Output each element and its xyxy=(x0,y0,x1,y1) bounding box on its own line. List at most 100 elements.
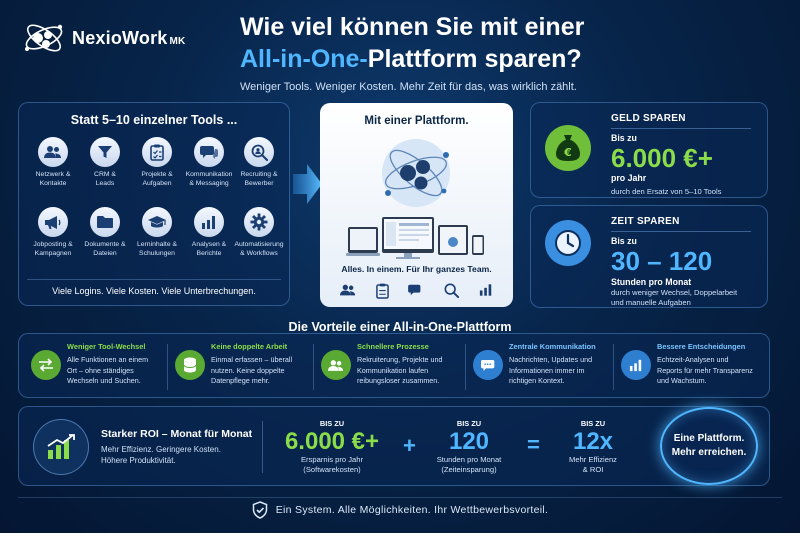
platform-network-icon xyxy=(382,139,450,207)
growth-chart-icon xyxy=(33,419,89,475)
atom-logo-icon xyxy=(25,24,63,52)
roi-panel: Starker ROI – Monat für Monat Mehr Effiz… xyxy=(18,406,770,486)
benefit-text: Einmal erfassen – überall nutzen. Keine … xyxy=(211,355,293,385)
stat-prefix: BIS ZU xyxy=(456,419,482,428)
search-person-icon xyxy=(244,137,274,167)
bar-chart-icon xyxy=(479,284,492,296)
stat-value: 120 xyxy=(448,428,490,455)
bar-chart-icon xyxy=(194,207,224,237)
stat-prefix: BIS ZU xyxy=(580,419,606,428)
folder-icon xyxy=(90,207,120,237)
tool-label: Projekte & Aufgaben xyxy=(141,171,173,187)
benefit-text: Echtzeit-Analysen und Reports für mehr T… xyxy=(657,355,753,385)
time-unit: Stunden pro Monat xyxy=(611,277,692,287)
tool-communication: Kommunikation & Messaging xyxy=(181,137,237,188)
headline-line-2: All-in-One-Plattform sparen? xyxy=(240,45,582,73)
benefits-title: Die Vorteile einer All-in-One-Plattform xyxy=(288,320,512,334)
money-note: durch den Ersatz von 5–10 Tools xyxy=(611,187,722,196)
benefit-text: Nachrichten, Updates und Informationen i… xyxy=(509,355,593,385)
money-value: 6.000 €+ xyxy=(611,143,713,173)
benefit-item: Zentrale Kommunikation Nachrichten, Upda… xyxy=(473,340,613,394)
footer-text: Ein System. Alle Möglichkeiten. Ihr Wett… xyxy=(275,504,549,516)
benefit-title: Schnellere Prozesse xyxy=(357,342,429,351)
roi-stat-efficiency: BIS ZU 12x Mehr Effizienz & ROI xyxy=(551,419,635,475)
tool-label: Recruiting & Bewerber xyxy=(240,171,278,187)
platform-title: Mit einer Plattform. xyxy=(364,115,469,127)
platform-card: Mit einer Plattform. Alles. In einem. Fü… xyxy=(320,103,513,307)
time-heading: ZEIT SPAREN xyxy=(611,216,680,227)
equals-sign: = xyxy=(527,432,540,457)
benefits-panel: Weniger Tool-Wechsel Alle Funktionen an … xyxy=(18,333,770,398)
devices-illustration xyxy=(346,217,484,259)
funnel-icon xyxy=(90,137,120,167)
clipboard-icon xyxy=(142,137,172,167)
money-unit: pro Jahr xyxy=(611,173,647,183)
arrow-right-icon xyxy=(293,164,322,204)
tool-projects: Projekte & Aufgaben xyxy=(129,137,185,188)
megaphone-icon xyxy=(38,207,68,237)
chat-icon xyxy=(473,350,503,380)
tool-crm: CRM & Leads xyxy=(77,137,133,188)
footer: Ein System. Alle Möglichkeiten. Ihr Wett… xyxy=(0,495,800,525)
benefit-item: Keine doppelte Arbeit Einmal erfassen – … xyxy=(175,340,315,394)
headline-line-1: Wie viel können Sie mit einer xyxy=(240,13,585,41)
tool-recruiting: Recruiting & Bewerber xyxy=(231,137,287,188)
tool-analytics: Analysen & Berichte xyxy=(181,207,237,258)
plus-sign: + xyxy=(403,433,416,458)
chat-icon xyxy=(408,284,421,296)
database-icon xyxy=(175,350,205,380)
benefit-title: Zentrale Kommunikation xyxy=(509,342,596,351)
clipboard-icon xyxy=(375,283,389,299)
time-note: durch weniger Wechsel, Doppelarbeit und … xyxy=(611,288,738,307)
search-icon xyxy=(444,283,460,298)
time-savings-panel: ZEIT SPAREN Bis zu 30 – 120 Stunden pro … xyxy=(530,205,768,308)
platform-badge: Eine Plattform. Mehr erreichen. xyxy=(660,407,758,485)
chat-icon xyxy=(194,137,224,167)
headline-subtitle: Weniger Tools. Weniger Kosten. Mehr Zeit… xyxy=(240,81,577,93)
benefit-title: Bessere Entscheidungen xyxy=(657,342,746,351)
time-value: 30 – 120 xyxy=(611,246,713,276)
shield-check-icon xyxy=(252,501,267,519)
tool-label: Automatisierung & Workflows xyxy=(234,241,284,257)
benefit-text: Alle Funktionen an einem Ort – ohne stän… xyxy=(67,355,149,385)
tool-network: Netzwerk & Kontakte xyxy=(25,137,81,188)
roi-stat-time: BIS ZU 120 Stunden pro Monat (Zeiteinspa… xyxy=(423,419,515,475)
swap-arrows-icon xyxy=(31,350,61,380)
tool-label: Jobposting & Kampagnen xyxy=(33,241,73,257)
users-icon xyxy=(321,350,351,380)
gear-icon xyxy=(244,207,274,237)
stat-caption: Ersparnis pro Jahr (Softwarekosten) xyxy=(300,455,364,474)
platform-icon-row xyxy=(330,283,503,299)
stat-caption: Mehr Effizienz & ROI xyxy=(569,455,617,474)
brand-logo: NexioWork MK xyxy=(22,16,212,60)
roi-title: Starker ROI – Monat für Monat xyxy=(101,428,253,440)
tools-panel: Statt 5–10 einzelner Tools ... Netzwerk … xyxy=(18,102,290,306)
platform-tagline: Alles. In einem. Für Ihr ganzes Team. xyxy=(341,264,492,274)
benefit-title: Weniger Tool-Wechsel xyxy=(67,342,146,351)
graduation-cap-icon xyxy=(142,207,172,237)
time-prefix: Bis zu xyxy=(611,236,637,246)
roi-description: Mehr Effizienz. Geringere Kosten. Höhere… xyxy=(101,445,221,465)
users-icon xyxy=(339,284,356,296)
tool-label: Netzwerk & Kontakte xyxy=(35,171,71,187)
tool-label: CRM & Leads xyxy=(94,171,116,187)
money-heading: GELD SPAREN xyxy=(611,113,686,124)
stat-value: 12x xyxy=(572,428,614,455)
stat-prefix: BIS ZU xyxy=(319,419,345,428)
tool-label: Lerninhalte & Schulungen xyxy=(136,241,178,257)
roi-stat-money: BIS ZU 6.000 €+ Ersparnis pro Jahr (Soft… xyxy=(281,419,383,475)
money-prefix: Bis zu xyxy=(611,133,637,143)
money-bag-icon: € xyxy=(545,125,591,171)
users-icon xyxy=(38,137,68,167)
tool-jobposting: Jobposting & Kampagnen xyxy=(25,207,81,258)
tool-automation: Automatisierung & Workflows xyxy=(231,207,287,258)
money-savings-panel: € GELD SPAREN Bis zu 6.000 €+ pro Jahr d… xyxy=(530,102,768,198)
benefit-text: Rekruiterung, Projekte und Kommunikation… xyxy=(357,355,443,385)
tool-label: Dokumente & Dateien xyxy=(84,241,126,257)
svg-text:€: € xyxy=(563,146,572,159)
tool-documents: Dokumente & Dateien xyxy=(77,207,133,258)
brand-name: NexioWork MK xyxy=(72,27,186,48)
tools-panel-footer: Viele Logins. Viele Kosten. Viele Unterb… xyxy=(27,279,281,299)
tool-label: Kommunikation & Messaging xyxy=(185,171,233,187)
benefit-title: Keine doppelte Arbeit xyxy=(211,342,288,351)
